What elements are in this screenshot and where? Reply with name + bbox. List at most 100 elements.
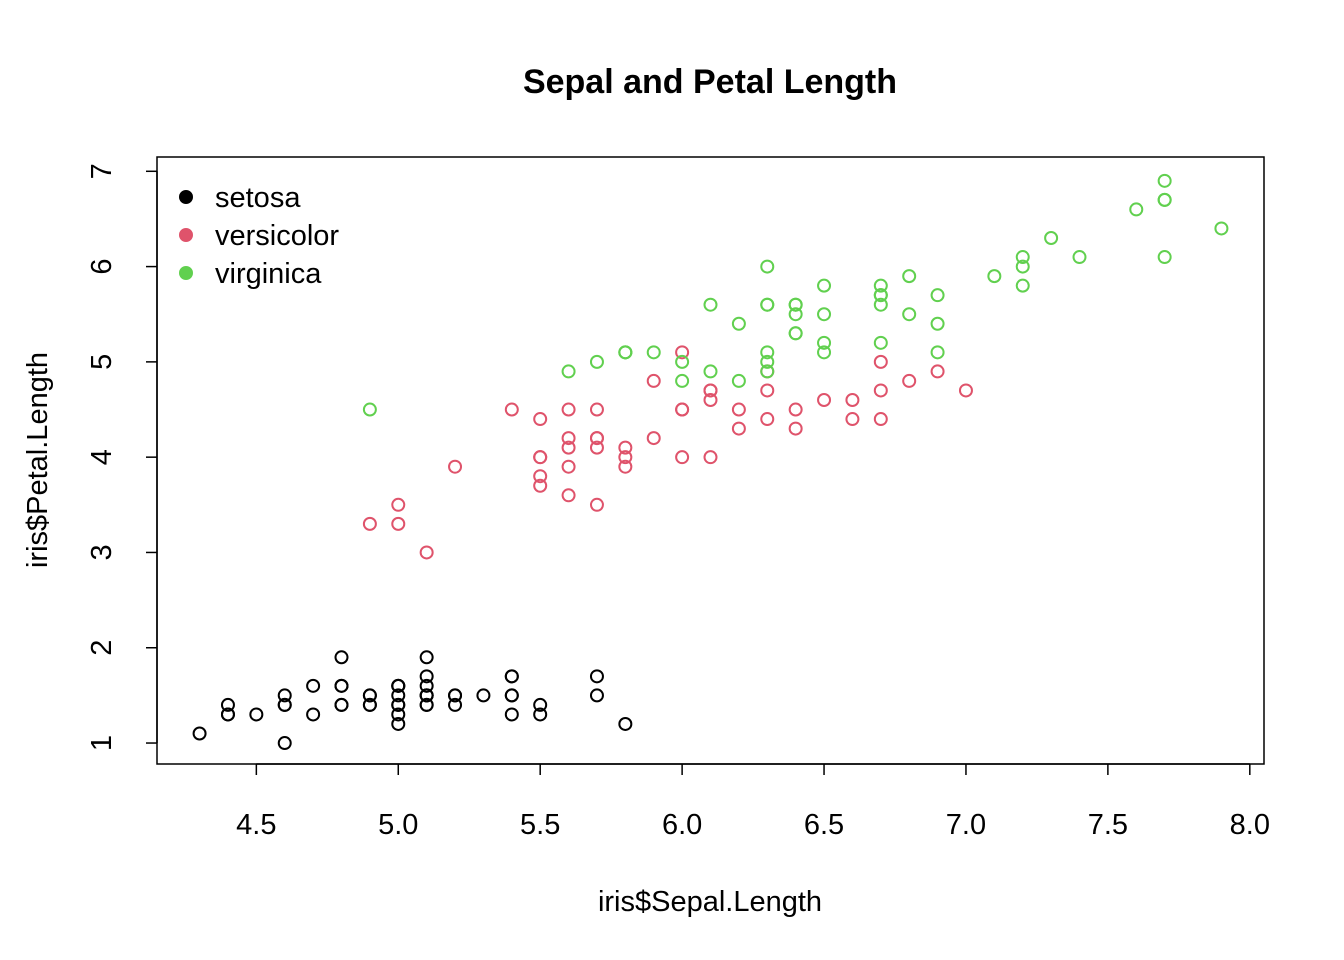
data-point-virginica <box>760 297 775 312</box>
data-point-virginica <box>788 297 803 312</box>
data-point-versicolor <box>703 392 718 407</box>
data-point-setosa <box>334 697 349 712</box>
data-point-virginica <box>1015 278 1030 293</box>
data-point-versicolor <box>646 431 661 446</box>
data-point-virginica <box>930 288 945 303</box>
data-point-setosa <box>391 688 406 703</box>
data-point-virginica <box>873 335 888 350</box>
data-point-virginica <box>788 307 803 322</box>
data-point-virginica <box>1072 250 1087 265</box>
data-point-virginica <box>1214 221 1229 236</box>
data-point-setosa <box>589 688 604 703</box>
y-tick-label: 5 <box>86 354 118 370</box>
data-point-versicolor <box>618 440 633 455</box>
legend-marker-versicolor <box>179 228 193 242</box>
data-point-versicolor <box>675 402 690 417</box>
data-point-virginica <box>646 345 661 360</box>
data-point-virginica <box>817 335 832 350</box>
data-point-virginica <box>1157 192 1172 207</box>
data-point-setosa <box>448 697 463 712</box>
data-point-versicolor <box>618 459 633 474</box>
x-tick-label: 5.0 <box>378 809 418 841</box>
x-tick-label: 7.5 <box>1088 809 1128 841</box>
data-point-versicolor <box>391 497 406 512</box>
data-point-versicolor <box>703 450 718 465</box>
data-point-virginica <box>760 345 775 360</box>
data-point-versicolor <box>760 383 775 398</box>
legend-marker-virginica <box>179 266 193 280</box>
data-point-virginica <box>817 278 832 293</box>
data-point-setosa <box>476 688 491 703</box>
data-point-setosa <box>334 650 349 665</box>
data-point-versicolor <box>561 440 576 455</box>
data-point-setosa <box>419 669 434 684</box>
data-point-versicolor <box>902 373 917 388</box>
data-point-virginica <box>930 345 945 360</box>
data-point-setosa <box>419 678 434 693</box>
data-point-setosa <box>419 688 434 703</box>
data-point-virginica <box>589 354 604 369</box>
y-tick-label: 7 <box>86 163 118 179</box>
data-point-virginica <box>873 278 888 293</box>
data-point-setosa <box>391 678 406 693</box>
x-axis-label: iris$Sepal.Length <box>598 886 822 918</box>
data-point-virginica <box>731 373 746 388</box>
y-axis-label: iris$Petal.Length <box>22 352 54 568</box>
legend-label-virginica: virginica <box>215 258 322 290</box>
data-point-setosa <box>419 650 434 665</box>
data-point-versicolor <box>504 402 519 417</box>
data-point-virginica <box>1015 259 1030 274</box>
x-tick-label: 8.0 <box>1230 809 1270 841</box>
data-point-versicolor <box>533 469 548 484</box>
data-point-setosa <box>306 678 321 693</box>
legend: setosa versicolor virginica <box>179 182 339 290</box>
data-point-setosa <box>533 697 548 712</box>
data-point-virginica <box>930 316 945 331</box>
data-point-versicolor <box>873 412 888 427</box>
data-point-setosa <box>391 716 406 731</box>
data-point-versicolor <box>561 488 576 503</box>
data-point-setosa <box>419 697 434 712</box>
data-point-versicolor <box>817 392 832 407</box>
data-point-setosa <box>618 716 633 731</box>
data-point-versicolor <box>391 516 406 531</box>
x-tick-label: 6.0 <box>662 809 702 841</box>
data-point-versicolor <box>958 383 973 398</box>
data-point-setosa <box>334 678 349 693</box>
data-point-versicolor <box>873 354 888 369</box>
data-point-virginica <box>362 402 377 417</box>
x-tick-label: 7.0 <box>946 809 986 841</box>
data-point-versicolor <box>589 431 604 446</box>
y-tick-label: 3 <box>86 544 118 560</box>
data-point-setosa <box>249 707 264 722</box>
y-tick-label: 4 <box>86 449 118 465</box>
data-point-versicolor <box>788 402 803 417</box>
data-point-versicolor <box>589 497 604 512</box>
data-point-virginica <box>760 259 775 274</box>
y-tick-label: 1 <box>86 735 118 751</box>
y-tick-label: 6 <box>86 259 118 275</box>
data-point-setosa <box>533 707 548 722</box>
data-point-setosa <box>589 669 604 684</box>
x-axis: 4.5 5.0 5.5 6.0 6.5 7.0 7.5 8.0 <box>236 763 1270 841</box>
data-point-setosa <box>277 736 292 751</box>
data-point-virginica <box>731 316 746 331</box>
data-point-versicolor <box>675 450 690 465</box>
legend-marker-setosa <box>179 190 193 204</box>
data-point-virginica <box>788 326 803 341</box>
data-point-setosa <box>362 697 377 712</box>
data-point-virginica <box>561 364 576 379</box>
data-point-setosa <box>220 697 235 712</box>
data-point-setosa <box>391 707 406 722</box>
data-point-versicolor <box>731 402 746 417</box>
data-point-virginica <box>1015 250 1030 265</box>
data-point-versicolor <box>675 345 690 360</box>
data-point-versicolor <box>589 440 604 455</box>
x-tick-label: 6.5 <box>804 809 844 841</box>
data-point-setosa <box>448 688 463 703</box>
data-point-virginica <box>1157 173 1172 188</box>
data-point-versicolor <box>845 412 860 427</box>
data-point-versicolor <box>533 478 548 493</box>
legend-label-setosa: setosa <box>215 182 301 214</box>
